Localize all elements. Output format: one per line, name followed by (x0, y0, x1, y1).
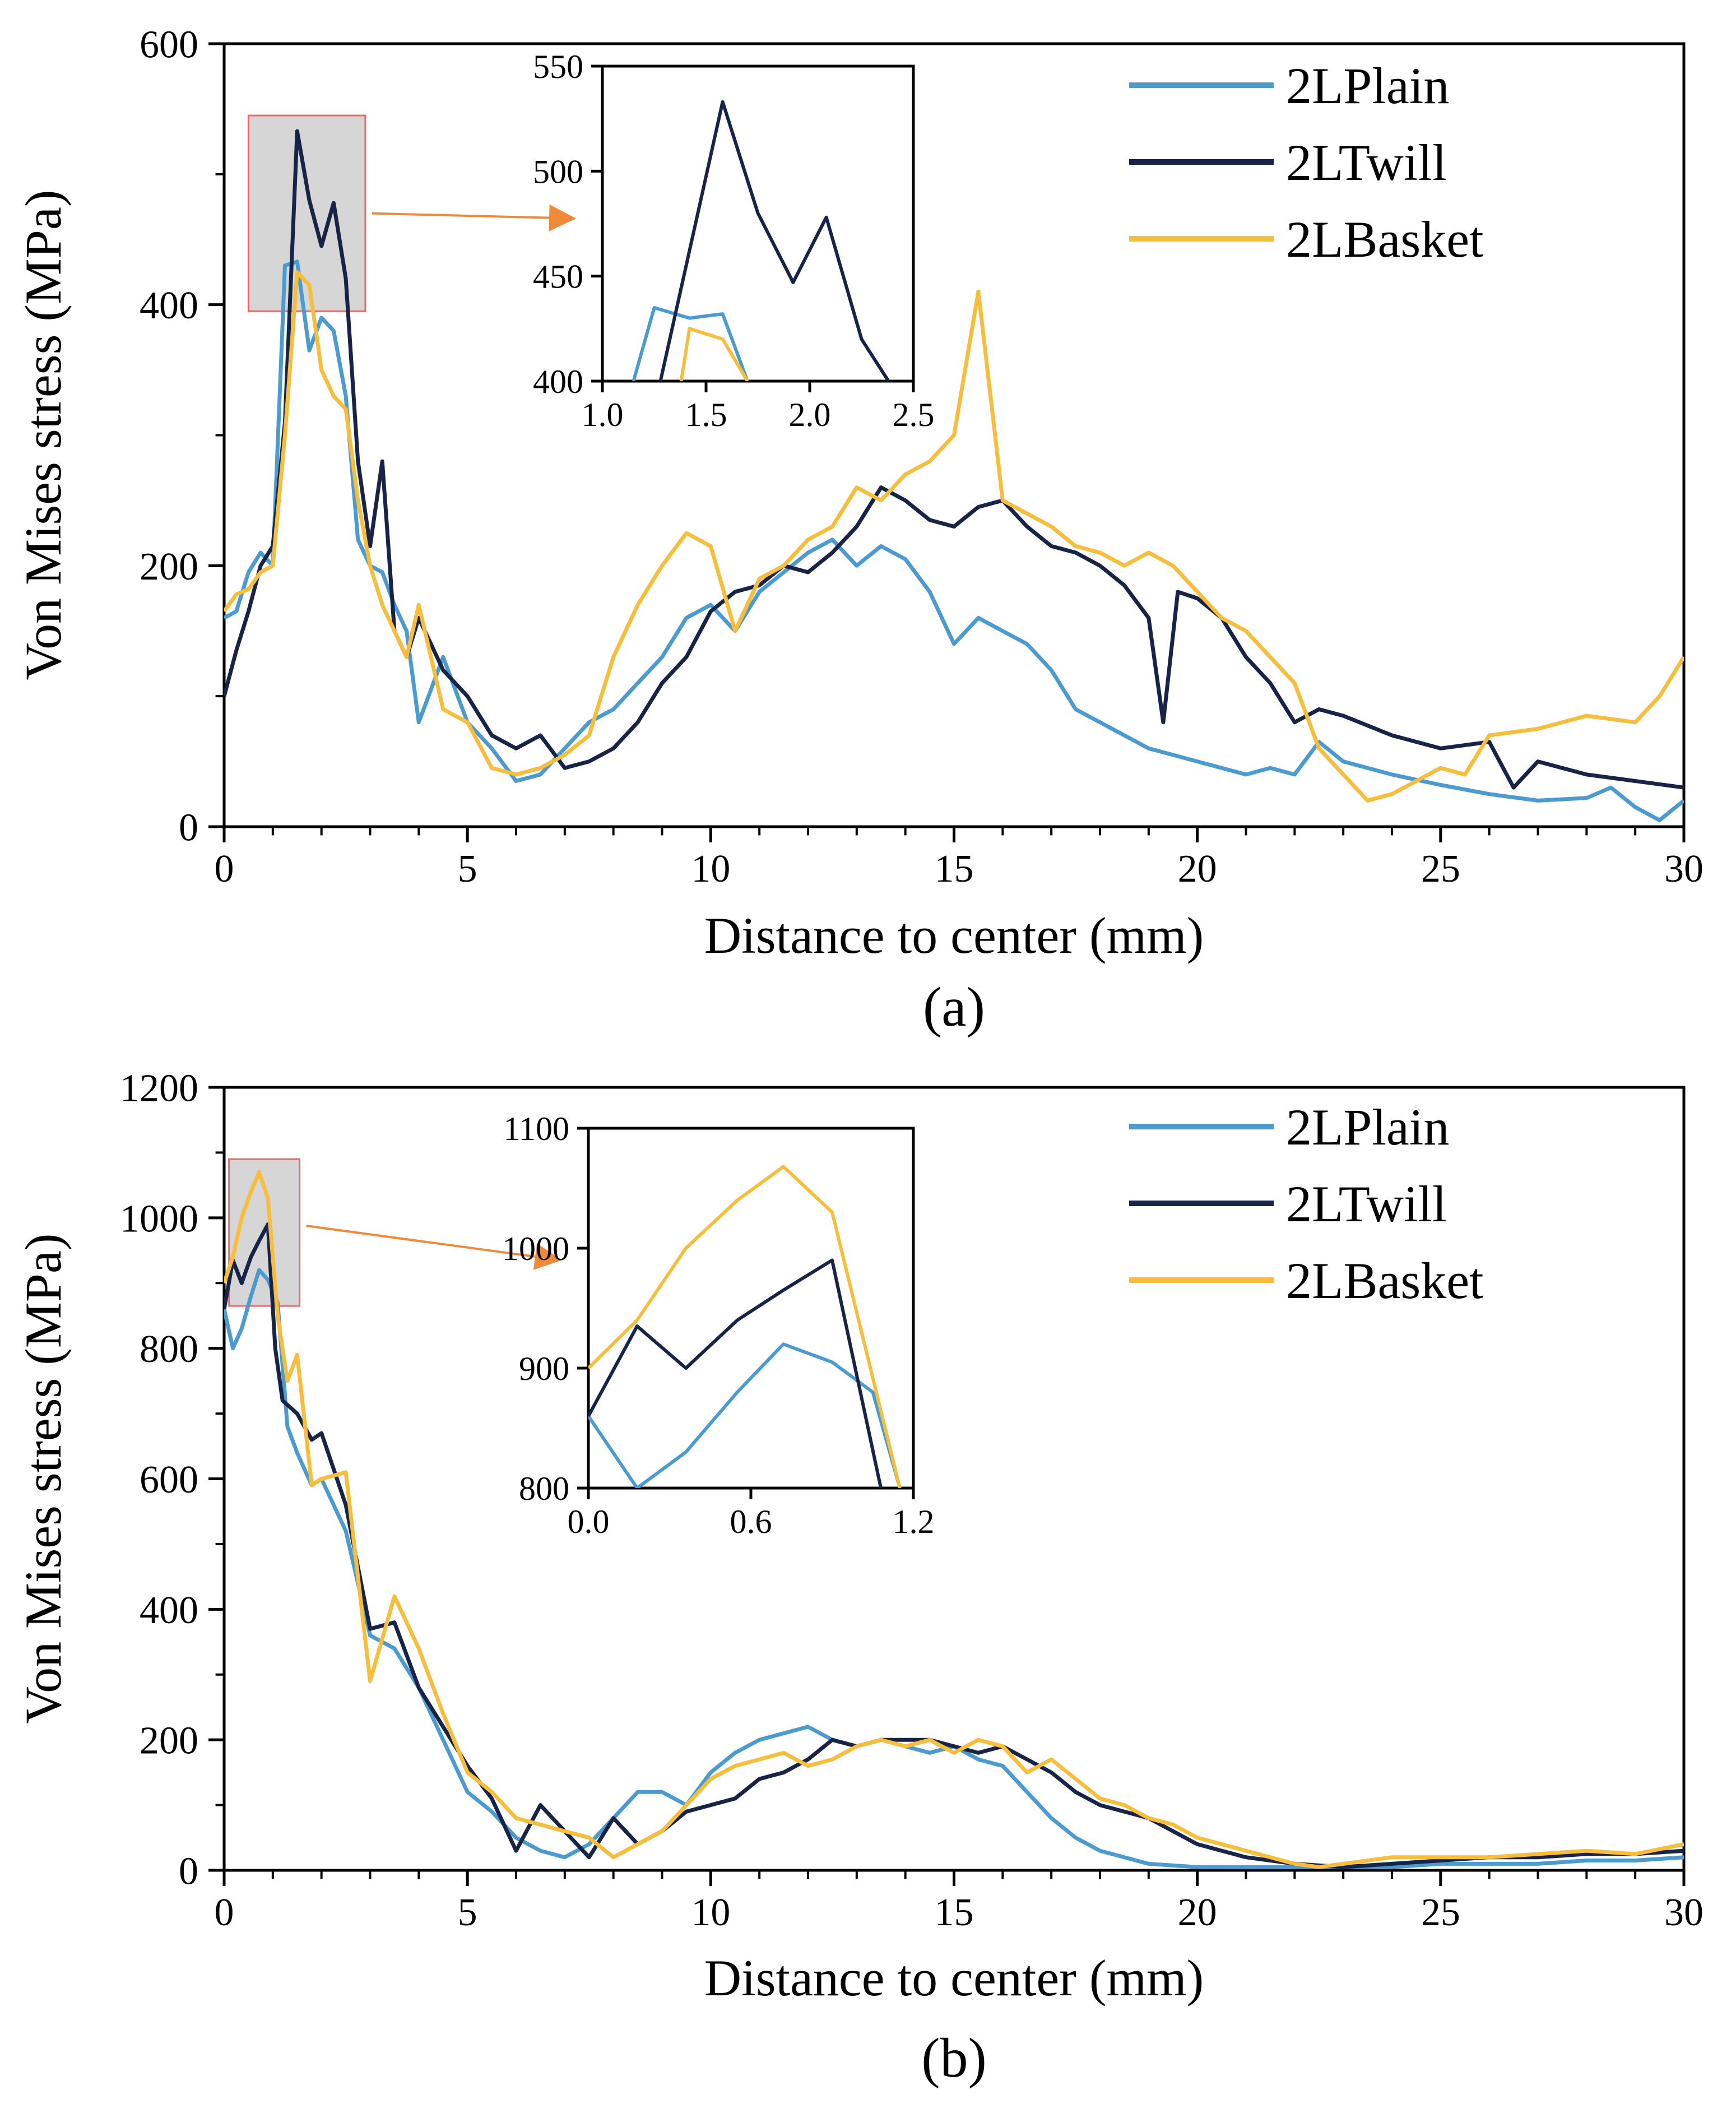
panel-b-y-tick-label: 0 (179, 1850, 198, 1893)
panel-b-inset: 0.0 0.6 1.2 800 900 1000 1100 (502, 1110, 935, 1540)
panel-b-x-tick-label: 5 (458, 1891, 477, 1934)
panel-b-y-tick-label: 800 (140, 1328, 198, 1371)
panel-b-inset-series-2lplain (588, 1342, 902, 1488)
panel-b-x-tick-label: 10 (691, 1891, 730, 1934)
panel-a-x-tick-label: 30 (1664, 847, 1703, 891)
panel-b-y-axis-title: Von Mises stress (MPa) (15, 1234, 72, 1724)
panel-a-x-tick-label: 5 (458, 847, 477, 891)
panel-b-y-tick-label: 1200 (120, 1067, 198, 1110)
panel-a-y-tick-label: 0 (179, 807, 198, 850)
panel-b-inset-y-tick-label: 1000 (502, 1230, 569, 1267)
panel-b-y-tick-label: 600 (140, 1458, 198, 1502)
panel-b-series-2ltwill (224, 1222, 1684, 1869)
panel-b-inset-series-2lbasket (588, 1165, 902, 1488)
panel-a-series-2lbasket (224, 270, 1684, 803)
panel-b-inset-series-group (588, 1165, 902, 1488)
panel-a-y-tick-label: 400 (140, 284, 198, 327)
panel-a-inset-x-tick-label: 1.0 (582, 396, 624, 433)
panel-a-inset-series-2ltwill (658, 100, 890, 381)
panel-a-inset-series-group (632, 100, 890, 381)
panel-a-inset: 1.0 1.5 2.0 2.5 400 450 500 550 (533, 48, 935, 433)
panel-b-zoom-arrow-line (306, 1225, 536, 1258)
panel-a-legend-label-2lbasket: 2LBasket (1286, 211, 1484, 268)
panel-a-zoom-arrow-line (372, 212, 550, 219)
panel-a-inset-y-tick-label: 450 (533, 258, 583, 295)
panel-a: 0 5 10 15 20 25 30 0 200 400 600 1.0 1.5 2.0 2.5 400 450… (15, 24, 1703, 1039)
panel-b-x-tick-label: 0 (215, 1891, 234, 1934)
panel-b-x-tick-label: 15 (935, 1891, 974, 1934)
panel-a-caption: (a) (923, 976, 985, 1038)
panel-b-series-group (224, 1170, 1684, 1869)
panel-b-inset-x-tick-label: 1.2 (893, 1503, 935, 1540)
panel-b-legend-label-2lbasket: 2LBasket (1286, 1252, 1484, 1309)
panel-b-x-axis-title: Distance to center (mm) (704, 1949, 1204, 2007)
panel-b-series-2lplain (224, 1268, 1684, 1869)
panel-b-inset-y-tick-label: 1100 (503, 1110, 569, 1147)
panel-a-x-axis-title: Distance to center (mm) (704, 907, 1204, 964)
panel-a-series-group (224, 129, 1684, 822)
panel-b-inset-background (588, 1128, 913, 1488)
panel-b-zoom-arrow-head (533, 1243, 562, 1270)
panel-a-inset-y-tick-label: 550 (533, 48, 583, 85)
panel-a-legend-label-2lplain: 2LPlain (1286, 57, 1449, 114)
panel-a-y-tick-label: 600 (140, 24, 198, 67)
panel-a-inset-x-tick-label: 2.0 (789, 396, 831, 433)
panel-a-inset-x-tick-label: 1.5 (685, 396, 727, 433)
panel-b: 0 5 10 15 20 25 30 0 200 400 600 800 1000 1200 0.0 0.6 1… (15, 1067, 1703, 2089)
panel-a-inset-y-tick-label: 400 (533, 363, 583, 400)
panel-b-y-tick-label: 400 (140, 1589, 198, 1632)
panel-a-y-tick-label: 200 (140, 545, 198, 589)
panel-b-inset-x-tick-label: 0.6 (730, 1503, 772, 1540)
panel-b-caption: (b) (921, 2027, 987, 2089)
panel-a-inset-background (602, 66, 913, 381)
panel-a-x-tick-label: 10 (691, 847, 730, 891)
panel-a-x-tick-label: 15 (935, 847, 974, 891)
panel-a-y-axis-title: Von Mises stress (MPa) (15, 190, 72, 680)
panel-a-zoom-arrow-head (549, 204, 576, 231)
panel-b-inset-series-2ltwill (588, 1258, 883, 1488)
panel-b-x-tick-label: 30 (1664, 1891, 1703, 1934)
panel-a-inset-plot-frame (601, 64, 915, 383)
panel-a-inset-series-2lbasket (679, 327, 749, 381)
panel-a-series-2ltwill (224, 129, 1684, 790)
panel-a-x-tick-label: 20 (1178, 847, 1217, 891)
panel-a-inset-series-2lplain (632, 305, 749, 381)
panel-b-legend-label-2lplain: 2LPlain (1286, 1099, 1449, 1156)
panel-b-x-tick-label: 20 (1178, 1891, 1217, 1934)
panel-b-inset-y-tick-label: 900 (519, 1350, 569, 1387)
panel-a-legend-label-2ltwill: 2LTwill (1286, 134, 1447, 191)
panel-a-x-tick-label: 25 (1421, 847, 1460, 891)
panel-a-inset-y-tick-label: 500 (533, 153, 583, 190)
panel-b-y-tick-label: 1000 (120, 1197, 198, 1240)
panel-b-legend-label-2ltwill: 2LTwill (1286, 1175, 1447, 1232)
panel-b-series-2lbasket (224, 1170, 1684, 1869)
panel-a-series-2lplain (224, 260, 1684, 822)
panel-b-inset-x-tick-label: 0.0 (568, 1503, 610, 1540)
panel-b-inset-y-tick-label: 800 (519, 1470, 569, 1507)
panel-a-x-tick-label: 0 (215, 847, 234, 891)
panel-b-y-tick-label: 200 (140, 1720, 198, 1763)
panel-a-inset-x-tick-label: 2.5 (893, 396, 935, 433)
panel-b-x-tick-label: 25 (1421, 1891, 1460, 1934)
